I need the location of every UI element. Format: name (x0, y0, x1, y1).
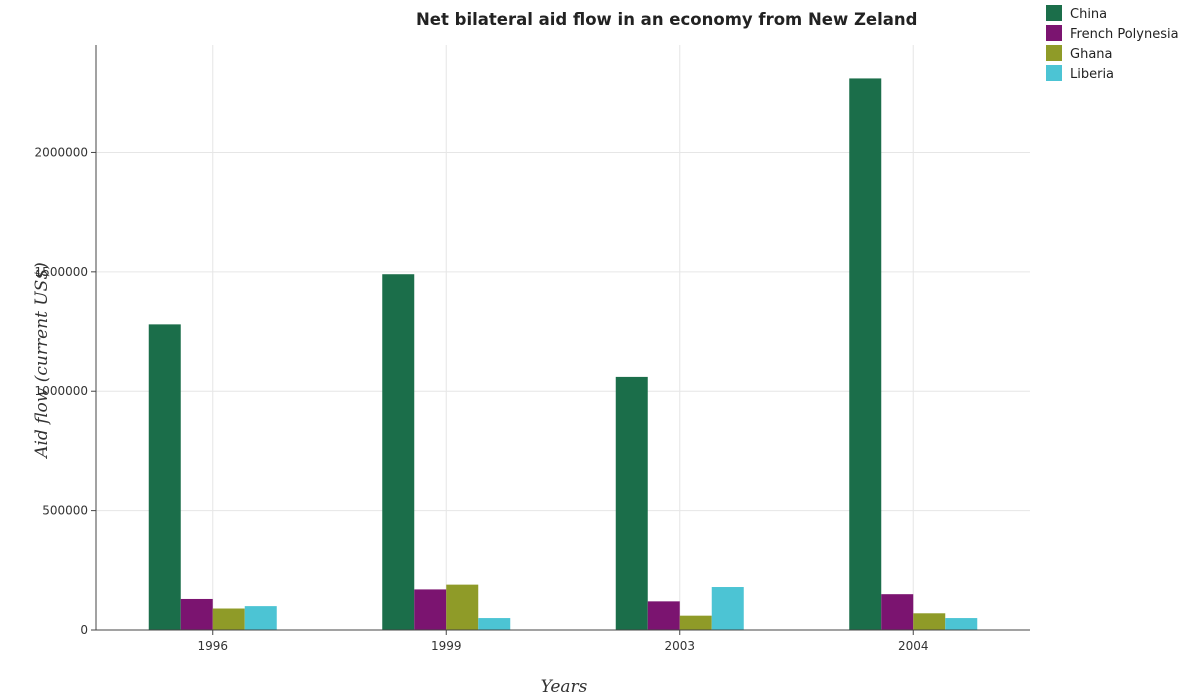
y-tick-label: 500000 (42, 504, 88, 518)
legend-swatch (1046, 25, 1062, 41)
y-tick-label: 1000000 (35, 384, 88, 398)
y-tick-label: 2000000 (35, 145, 88, 159)
bar-china-2003 (615, 376, 648, 630)
legend-swatch (1046, 5, 1062, 21)
legend-swatch (1046, 65, 1062, 81)
x-axis-title: Years (541, 677, 588, 697)
bar-liberia-1996 (244, 606, 277, 630)
axes: 0 500000 1000000 1500000 2000000 1996 1999 2003… (35, 45, 1030, 653)
x-tick-label: 2004 (898, 639, 929, 653)
bar-china-2004 (849, 78, 882, 630)
legend-swatch (1046, 45, 1062, 61)
x-tick-label: 1996 (197, 639, 228, 653)
bar-ghana-2004 (913, 613, 946, 630)
legend-label: Ghana (1070, 47, 1113, 62)
x-tick-label: 2003 (664, 639, 695, 653)
y-tick-label: 0 (80, 623, 88, 637)
bar-liberia-1999 (478, 618, 511, 630)
chart-title: Net bilateral aid flow in an economy fro… (416, 10, 917, 29)
bar-french-polynesia-2004 (881, 594, 914, 630)
bar-ghana-1996 (212, 608, 245, 630)
x-tick-label: 1999 (431, 639, 462, 653)
bar-liberia-2003 (711, 587, 744, 630)
bar-china-1996 (148, 324, 181, 630)
legend-label: China (1070, 7, 1107, 22)
bar-ghana-2003 (679, 615, 712, 630)
bar-liberia-2004 (945, 618, 978, 630)
legend-label: French Polynesia (1070, 27, 1179, 42)
bar-french-polynesia-2003 (647, 601, 680, 630)
bar-china-1999 (382, 274, 415, 630)
y-axis-title: Aid flow (current US$) (32, 262, 52, 460)
bars (148, 78, 978, 630)
legend: China French Polynesia Ghana Liberia (1046, 5, 1179, 82)
y-tick-label: 1500000 (35, 265, 88, 279)
bar-french-polynesia-1999 (414, 589, 447, 630)
legend-label: Liberia (1070, 67, 1114, 82)
bar-ghana-1999 (446, 584, 479, 630)
bar-french-polynesia-1996 (180, 598, 213, 630)
grid (96, 45, 1030, 631)
